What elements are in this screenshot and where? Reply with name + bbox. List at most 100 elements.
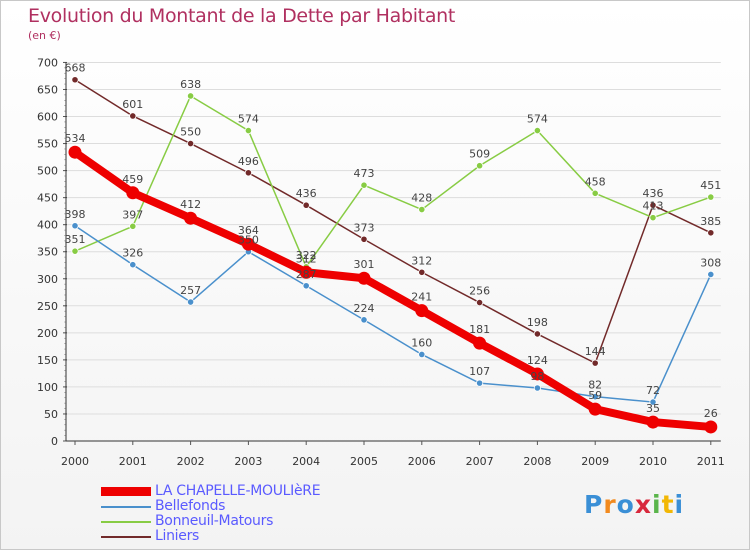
data-point-la-chapelle-mouli-re [126,186,140,200]
y-tick-label: 50 [44,408,58,421]
data-point-bonneuil-matours [71,247,79,255]
data-label-bonneuil-matours: 574 [527,113,548,126]
series-line-bellefonds [74,225,712,403]
y-tick-label: 350 [37,246,58,259]
data-point-la-chapelle-mouli-re [415,304,429,318]
logo-letter: r [603,490,617,519]
data-label-bellefonds: 82 [588,379,602,392]
legend-label-liniers: Liniers [155,528,200,544]
x-tick-label: 2004 [292,455,320,468]
data-point-bonneuil-matours [475,162,484,170]
data-label-bonneuil-matours: 322 [296,249,317,262]
data-label-bellefonds: 326 [122,247,143,260]
series-line-la-chapelle-mouli-re [71,148,715,431]
data-point-liniers [187,139,195,148]
legend-label-bellefonds: Bellefonds [155,498,226,514]
data-point-liniers [71,76,79,84]
legend-swatch-bellefonds [101,506,151,508]
chart-series [68,76,718,434]
data-label-liniers: 373 [354,221,375,234]
y-tick-label: 200 [37,327,58,340]
data-point-liniers [360,235,368,243]
data-label-bellefonds: 224 [354,302,375,315]
legend-label-la-chapelle-mouliere: LA CHAPELLE-MOULIèRE [155,483,321,499]
data-label-bellefonds: 398 [65,208,86,221]
data-label-liniers: 312 [411,254,432,267]
y-tick-label: 450 [37,192,58,205]
x-tick-label: 2003 [234,455,262,468]
data-label-la-chapelle-mouli-re: 301 [354,258,375,271]
chart-axes: 0 50 100 150 200 250 300 350 400 450 500 550 600 650 7… [37,56,725,468]
data-label-la-chapelle-mouli-re: 364 [238,224,259,237]
data-point-liniers [707,229,715,237]
y-tick-label: 700 [37,56,58,69]
data-label-bonneuil-matours: 458 [585,175,606,188]
x-tick-label: 2002 [177,455,205,468]
data-point-bonneuil-matours [129,222,137,230]
data-point-bellefonds [360,316,368,324]
data-label-liniers: 436 [296,187,317,200]
x-tick-label: 2008 [523,455,551,468]
data-point-la-chapelle-mouli-re [68,145,82,159]
data-label-bellefonds: 160 [411,336,432,349]
data-point-bonneuil-matours [707,193,715,201]
data-point-liniers [244,169,252,177]
y-tick-label: 500 [37,165,58,178]
data-label-bellefonds: 72 [646,384,660,397]
legend-label-bonneuil-matours: Bonneuil-Matours [155,513,274,529]
data-point-liniers [302,201,310,209]
data-point-bellefonds [71,222,79,230]
data-point-bellefonds [129,261,137,269]
data-point-bonneuil-matours [187,92,195,100]
data-label-bonneuil-matours: 574 [238,113,259,126]
proxiti-logo: Proxiti [584,490,684,519]
data-label-la-chapelle-mouli-re: 35 [646,402,660,415]
logo-letter: o [616,490,635,519]
y-tick-label: 650 [37,83,58,96]
data-label-bonneuil-matours: 351 [65,233,86,246]
data-label-bonneuil-matours: 451 [700,179,721,192]
data-point-la-chapelle-mouli-re [530,367,544,381]
data-label-liniers: 496 [238,155,259,168]
logo-letter: i [674,490,685,519]
data-point-bellefonds [475,379,484,387]
data-point-liniers [591,359,599,367]
x-tick-label: 2010 [639,455,667,468]
data-label-la-chapelle-mouli-re: 241 [411,291,432,304]
data-label-liniers: 550 [180,126,201,139]
x-tick-label: 2009 [581,455,609,468]
y-tick-label: 150 [37,354,58,367]
x-tick-label: 2011 [697,455,725,468]
data-point-bellefonds [591,393,599,401]
data-point-bellefonds [707,270,715,279]
data-label-bellefonds: 107 [469,365,490,378]
data-label-bellefonds: 257 [180,284,201,297]
data-point-la-chapelle-mouli-re [184,211,198,225]
data-point-bonneuil-matours [418,205,426,214]
series-line-bonneuil-matours [74,95,712,268]
x-tick-label: 2001 [119,455,147,468]
x-tick-label: 2006 [408,455,436,468]
data-label-liniers: 256 [469,285,490,298]
data-label-liniers: 198 [527,316,548,329]
series-line-liniers [74,78,712,364]
data-label-la-chapelle-mouli-re: 59 [588,389,602,402]
data-label-bellefonds: 350 [238,234,259,247]
data-point-liniers [418,268,426,276]
chart-title: Evolution du Montant de la Dette par Hab… [28,5,456,27]
data-label-liniers: 385 [700,215,721,228]
data-label-la-chapelle-mouli-re: 412 [180,198,201,211]
chart-grid [63,61,721,415]
data-label-bonneuil-matours: 428 [411,192,432,205]
logo-letter: t [661,490,675,519]
data-point-la-chapelle-mouli-re [357,271,371,285]
x-tick-label: 2000 [61,455,89,468]
data-label-bonneuil-matours: 413 [643,200,664,213]
chart-unit-label: (en €) [28,29,61,42]
data-label-liniers: 601 [122,98,143,111]
y-tick-label: 550 [37,138,58,151]
data-point-liniers [533,330,542,338]
data-point-bellefonds [302,282,310,290]
